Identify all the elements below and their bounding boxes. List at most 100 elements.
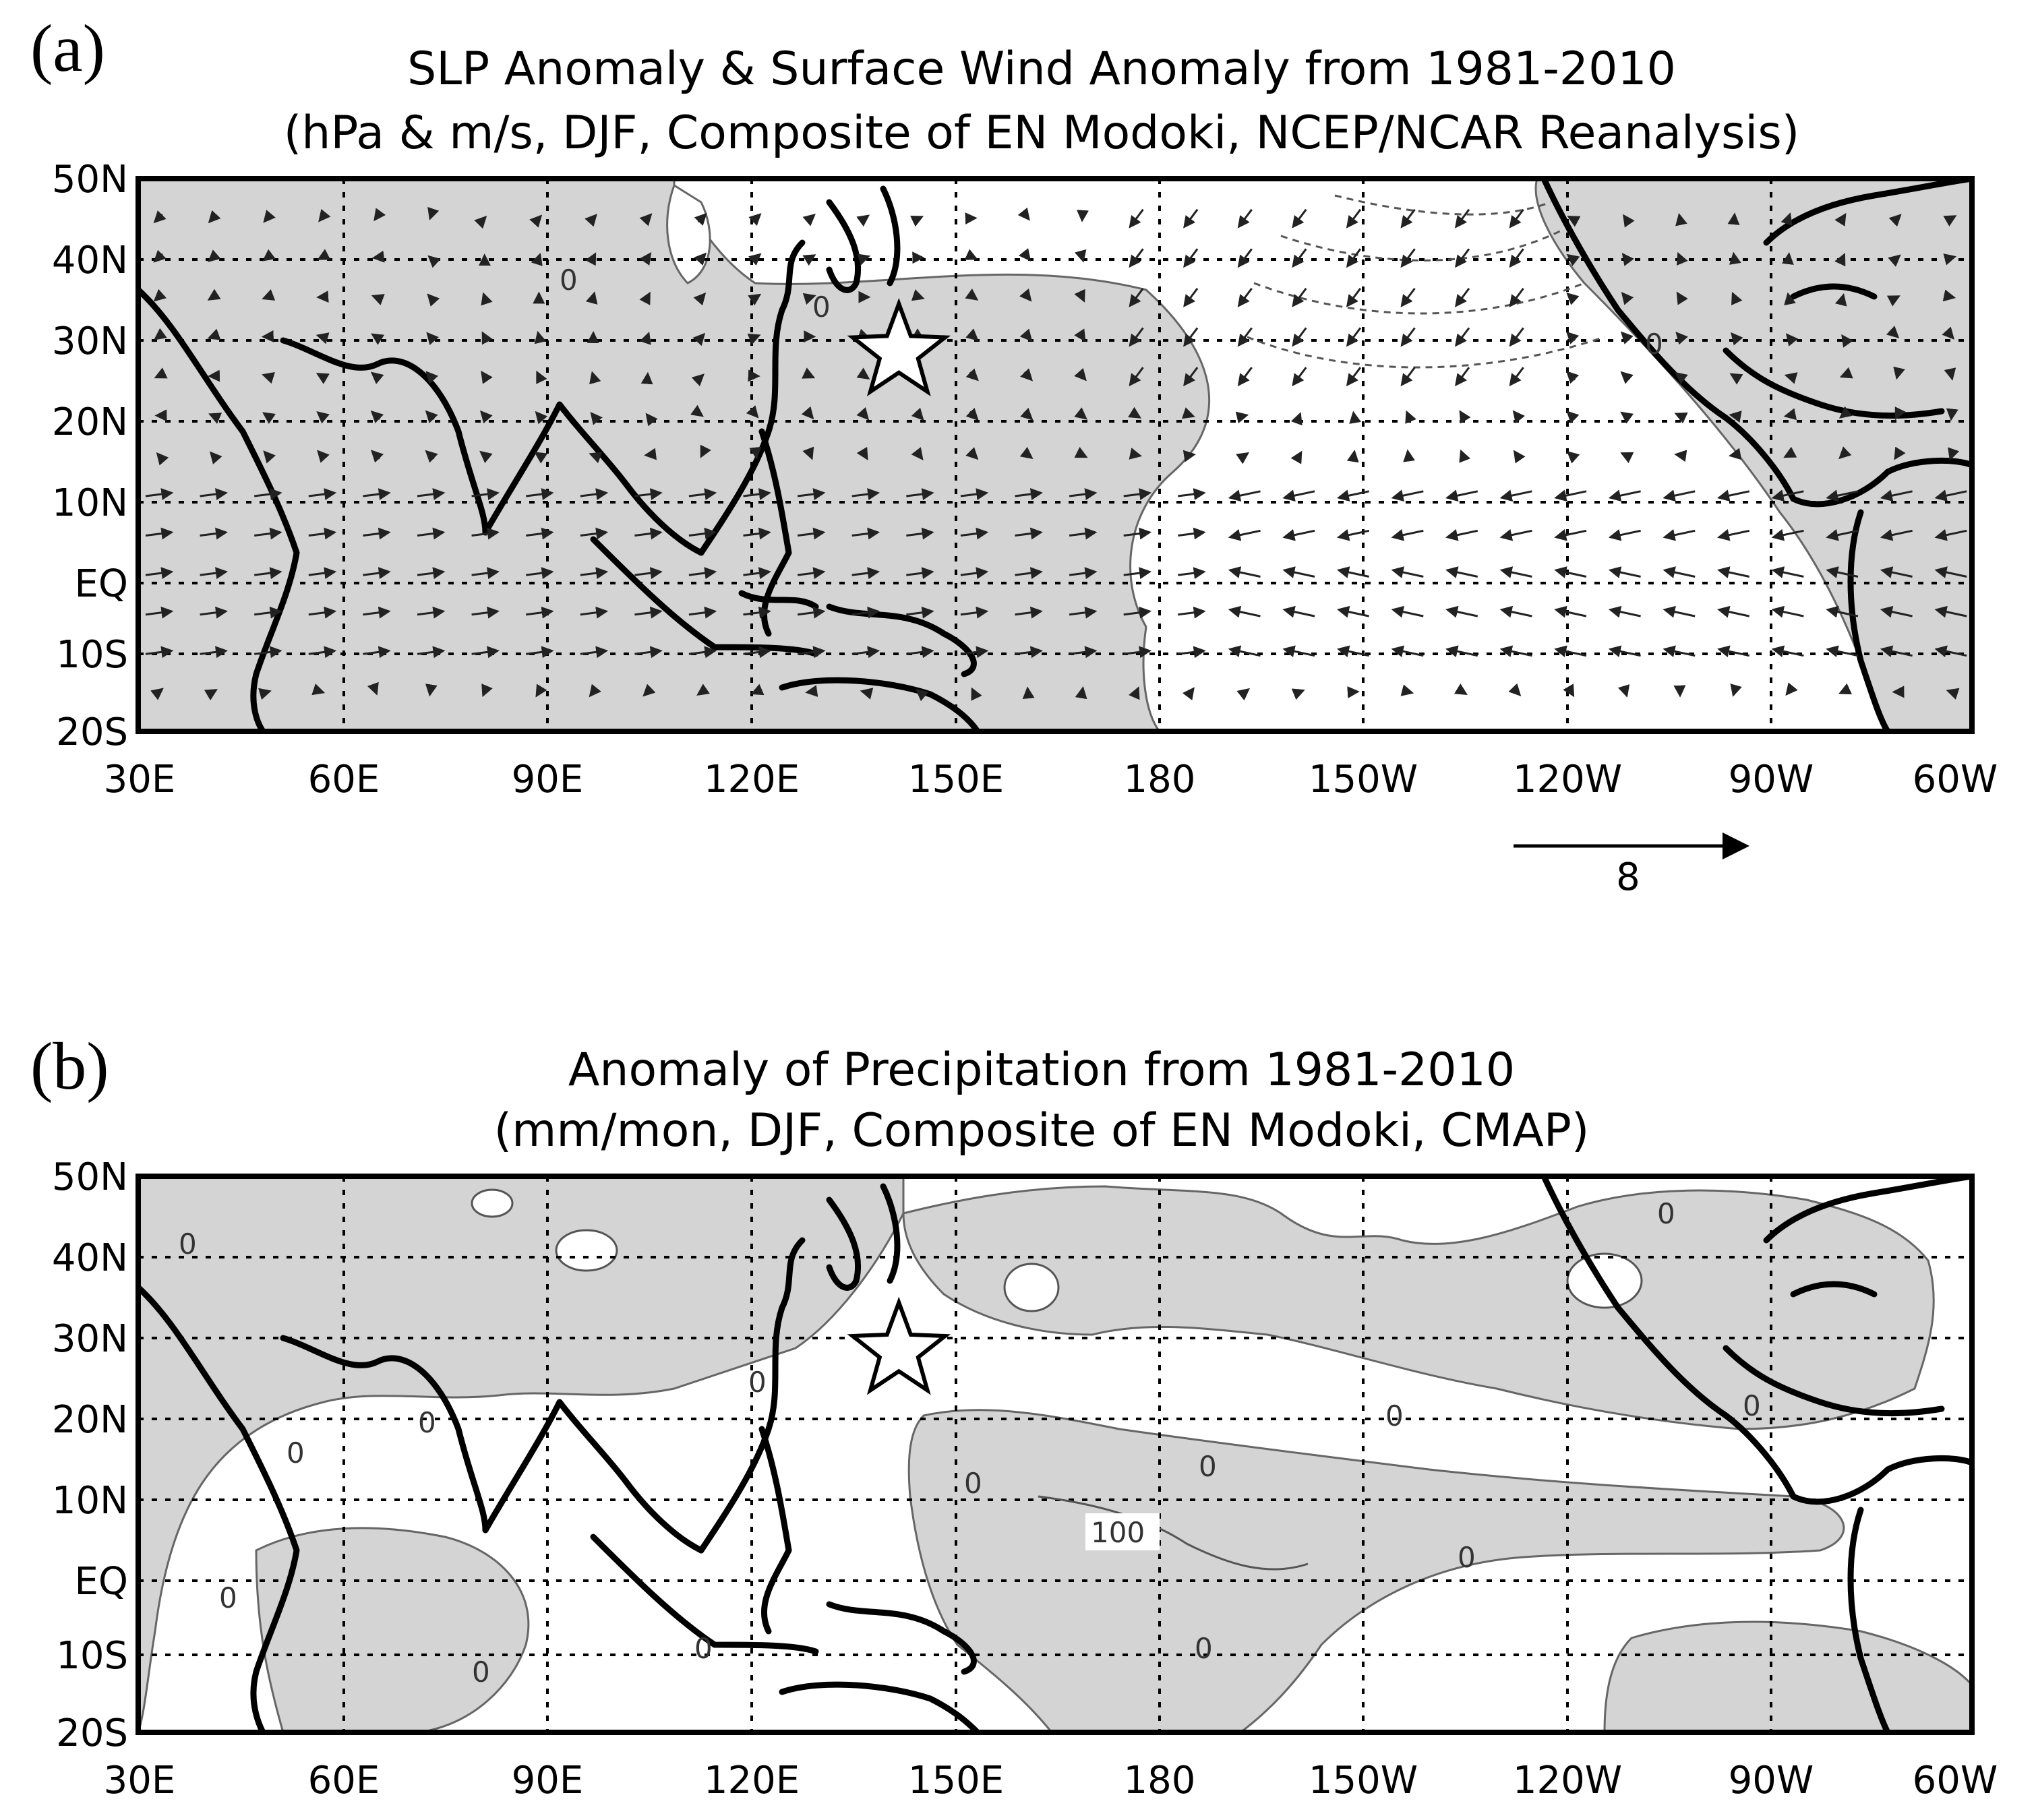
wind-vector [1237,327,1253,347]
wind-vector [425,684,438,697]
wind-vector [1934,528,1967,541]
wind-vector [692,332,706,346]
wind-vector [797,527,826,540]
wind-vector [1948,447,1960,461]
wind-vector [479,450,493,464]
wind-vector [797,567,826,580]
wind-vector [254,567,282,580]
wind-vector [1499,489,1532,502]
wind-vector [145,646,174,659]
star-marker-b [847,1296,951,1395]
panel-b-lat-labels: 50N 40N 30N 20N 10N EQ 10S 20S [52,1155,128,1755]
wind-vector [688,606,717,619]
panel-b-contour-label: 0 [472,1656,490,1689]
wind-vector [1391,489,1424,502]
wind-vector [427,293,440,307]
lon-label: 90E [512,1759,584,1802]
wind-vector [1336,645,1370,658]
wind-vector [642,684,656,697]
wind-vector [417,567,446,580]
wind-vector [960,527,989,540]
wind-vector [1292,367,1307,387]
wind-vector [1183,327,1199,347]
wind-vector [747,333,761,345]
wind-vector [208,413,222,424]
wind-vector [1729,251,1741,265]
wind-vector [960,646,989,659]
wind-vector [1182,687,1195,700]
wind-vector [318,208,331,222]
wind-vector [1826,528,1859,541]
wind-vector [417,606,446,619]
wind-vector [371,250,385,263]
wind-vector [1566,451,1580,464]
wind-vector [1783,408,1797,421]
wind-vector [1677,251,1688,266]
wind-vector [1292,248,1307,268]
wind-vector [471,527,500,540]
wind-vector [1183,367,1199,387]
wind-vector [1400,287,1416,307]
wind-vector [1717,528,1750,541]
panel-b-coastlines [138,1176,1972,1732]
wind-vector [425,371,439,384]
wind-vector [1129,208,1144,229]
wind-vector [1880,528,1913,541]
wind-vector [911,289,925,301]
wind-vector [1886,326,1900,339]
precip-positive-region-se-pacific [1603,1620,1972,1732]
wind-vector [743,488,771,500]
wind-vector [1455,208,1470,229]
wind-vector [1400,327,1416,347]
wind-vector [1015,567,1043,580]
wind-vector [425,450,438,463]
panel-b-contour-label: 0 [287,1436,305,1469]
wind-vector [1675,371,1688,385]
wind-vector [1019,328,1033,342]
wind-vector [1771,528,1804,541]
wind-vector [1459,449,1471,463]
reference-vector: 8 [1514,832,1749,899]
panel-b-title-line2: (mm/mon, DJF, Composite of EN Modoki, CM… [494,1104,1590,1157]
wind-vector [1015,488,1043,500]
wind-vector [1934,645,1967,658]
lon-label: 180 [1124,1759,1196,1802]
wind-vector [526,527,554,540]
wind-vector [590,411,603,425]
panel-b-map: 0 0 0 0 0 0 0 0 100 0 0 0 0 0 0 [138,1176,1972,1732]
wind-vector [417,488,446,500]
wind-vector [634,488,663,500]
panel-a-letter: (a) [30,11,105,86]
wind-vector [960,567,989,580]
lat-label: 40N [52,1236,128,1280]
precip-100-contour [1038,1495,1309,1571]
wind-vector [906,646,934,659]
wind-vector [1346,367,1362,387]
wind-vector [417,646,446,659]
star-marker-a [847,298,951,397]
panel-b-contour-label: 0 [179,1227,197,1261]
slp-positive-region-east [1534,179,1972,731]
wind-vector [1015,646,1043,659]
wind-vector [153,210,167,224]
wind-vector [200,527,228,540]
lat-label: 10N [52,1479,128,1523]
wind-vector [1075,686,1087,700]
wind-vector [639,291,651,305]
wind-vector [1826,605,1859,618]
wind-vector [1675,212,1687,226]
wind-vector [906,606,934,619]
panel-a-wind-vectors [145,206,1967,702]
wind-vector [1886,295,1900,307]
wind-vector [971,687,982,701]
wind-vector [200,606,228,619]
wind-vector [1838,446,1852,460]
wind-vector [1183,208,1199,229]
lon-label: 150E [908,758,1004,801]
wind-vector [1565,371,1580,384]
wind-vector [743,606,771,619]
wind-vector [1563,684,1575,698]
wind-vector [688,527,717,540]
wind-vector [1663,605,1696,618]
